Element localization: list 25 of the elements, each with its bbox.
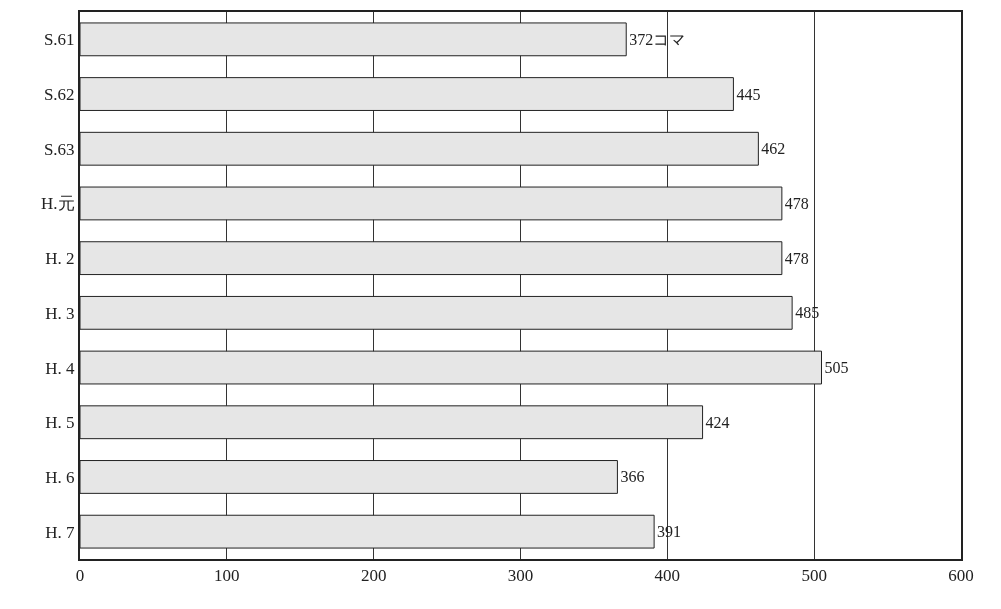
data-label: 366 [620,468,645,486]
x-tick-label: 200 [360,566,387,586]
data-label: 478 [784,249,809,267]
y-tick-label: H. 7 [45,522,76,542]
y-tick-label: H. 6 [45,467,75,487]
x-tick-label: 300 [507,566,534,586]
x-tick-label: 400 [654,566,681,586]
data-label: 445 [736,85,761,103]
x-tick-label: 500 [801,566,827,586]
x-tick-label: 600 [948,566,974,586]
data-label: 424 [705,413,730,431]
data-label: 462 [761,140,786,158]
data-label: 372コマ [629,30,686,48]
data-label: 478 [784,194,809,212]
y-tick-label: H. 5 [45,413,75,433]
data-label: 505 [824,359,849,377]
x-tick-label: 0 [75,566,85,586]
y-tick-label: H. 2 [45,249,75,269]
y-tick-label: S.63 [43,139,75,159]
y-tick-label: H.元 [41,194,75,214]
y-tick-label: S.61 [43,30,75,50]
x-tick-label: 100 [214,566,240,586]
y-tick-label: H. 4 [45,358,76,378]
y-tick-label: H. 3 [45,303,75,323]
y-tick-label: S.62 [43,85,75,104]
